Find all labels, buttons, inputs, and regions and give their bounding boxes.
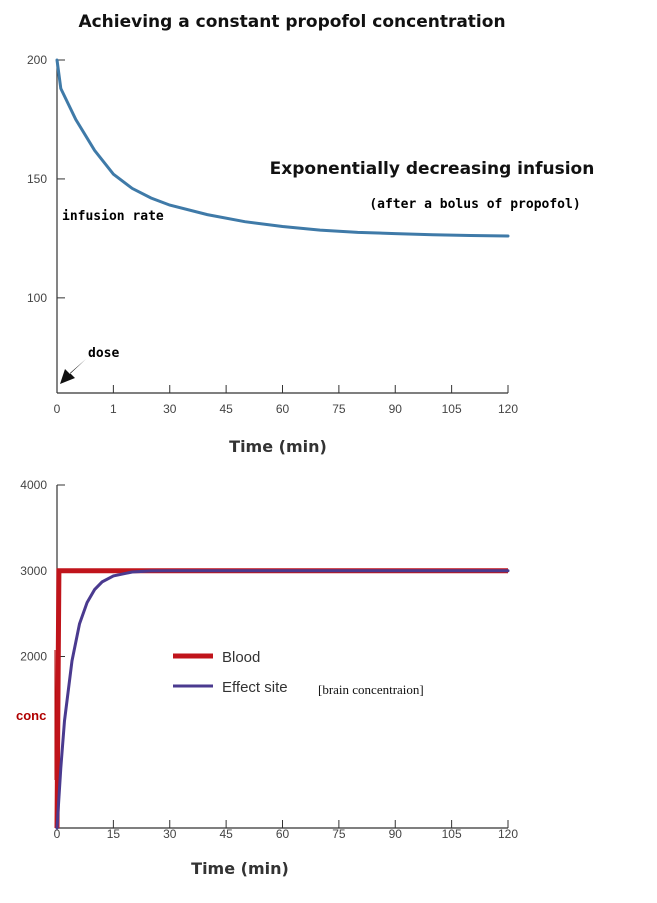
brain-note: [brain concentraion] [318, 682, 424, 697]
x-tick-label: 75 [332, 402, 346, 416]
x-tick-label: 105 [442, 827, 462, 841]
x-tick-label: 120 [498, 827, 518, 841]
bottom-x-axis-label: Time (min) [191, 859, 289, 878]
y-tick-label: 100 [27, 291, 47, 305]
x-tick-label: 30 [163, 827, 177, 841]
legend-label-blood: Blood [222, 649, 260, 666]
x-tick-label: 45 [219, 827, 233, 841]
y-tick-label: 150 [27, 172, 47, 186]
y-tick-label: 3000 [20, 564, 47, 578]
top-x-axis-label: Time (min) [229, 437, 327, 456]
y-tick-label: 4000 [20, 478, 47, 492]
x-tick-label: 30 [163, 402, 177, 416]
infusion-rate-label: infusion rate [62, 209, 164, 224]
x-tick-label: 0 [54, 402, 61, 416]
infusion-chart: 200 150 100 0 1 30 45 60 75 90 105 120 Exponential… [27, 53, 594, 456]
blood-line [54, 568, 508, 829]
x-tick-label: 1 [110, 402, 117, 416]
x-tick-label: 90 [389, 827, 403, 841]
concentration-chart: 4000 3000 2000 0 15 30 45 60 75 90 105 120 Blood E… [16, 478, 518, 878]
x-tick-label: 60 [276, 402, 290, 416]
effect-site-line [55, 569, 510, 830]
legend-label-effect: Effect site [222, 679, 288, 696]
conc-label: conc [16, 708, 46, 723]
legend: Blood Effect site [brain concentraion] [173, 649, 424, 697]
x-tick-label: 75 [332, 827, 346, 841]
x-tick-label: 90 [389, 402, 403, 416]
exp-heading: Exponentially decreasing infusion [270, 159, 595, 179]
y-tick-label: 200 [27, 53, 47, 67]
x-tick-label: 45 [219, 402, 233, 416]
x-tick-label: 120 [498, 402, 518, 416]
infusion-rate-line [55, 58, 510, 238]
chart-title: Achieving a constant propofol concentrat… [78, 12, 505, 32]
exp-subheading: (after a bolus of propofol) [369, 197, 580, 212]
x-tick-label: 105 [442, 402, 462, 416]
x-tick-label: 60 [276, 827, 290, 841]
x-tick-label: 0 [54, 827, 61, 841]
x-tick-label: 15 [107, 827, 121, 841]
dose-label: dose [88, 346, 119, 361]
dose-arrow-icon [60, 359, 86, 384]
y-tick-label: 2000 [20, 650, 47, 664]
